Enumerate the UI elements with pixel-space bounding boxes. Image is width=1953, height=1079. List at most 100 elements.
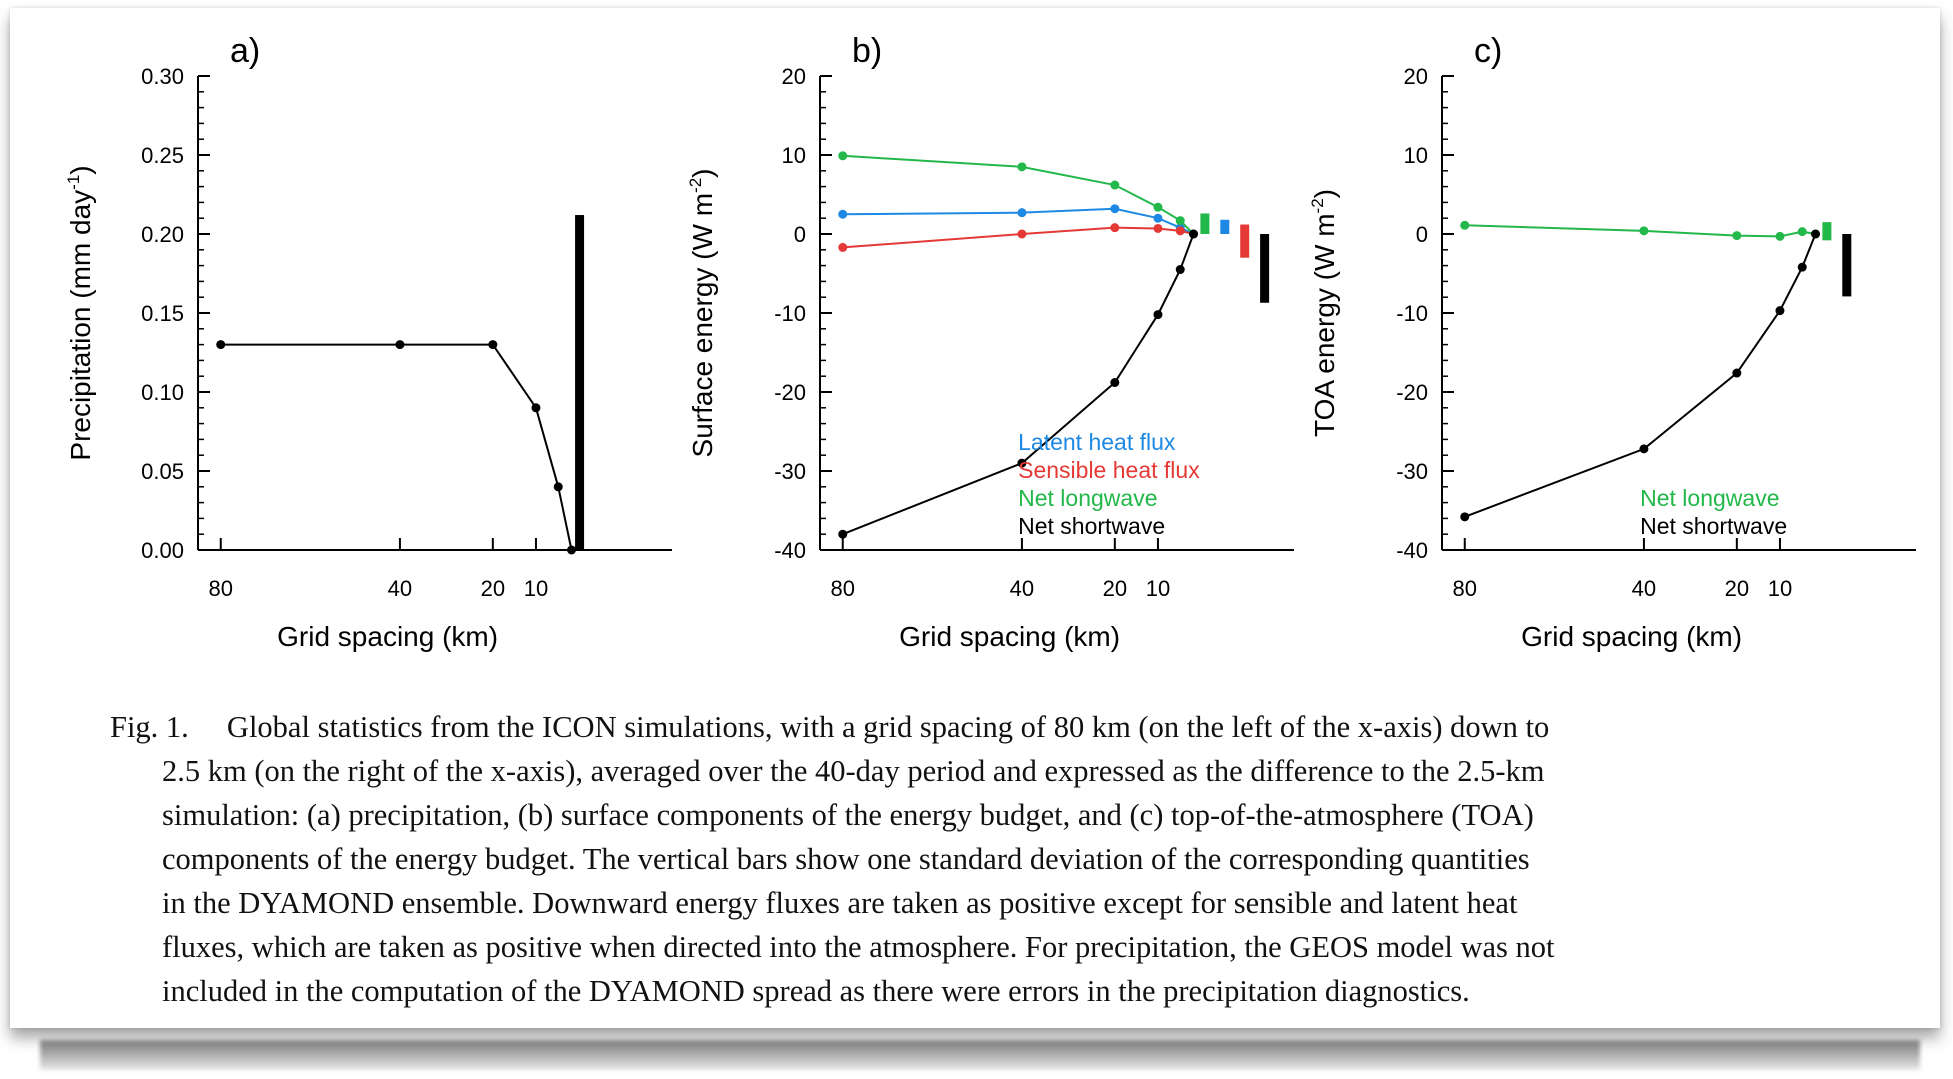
data-point [1153, 223, 1163, 233]
panel-label: b) [852, 32, 882, 70]
panel-1: 0.00 0.05 0.10 0.15 0.20 0.25 0.30 80 40 20 10 Grid… [64, 32, 672, 652]
data-point [838, 529, 848, 539]
legend-entry: Net longwave [1018, 485, 1157, 511]
y-tick-label: 10 [1404, 143, 1428, 168]
x-tick-label: 20 [1103, 576, 1127, 601]
x-tick-label: 80 [209, 576, 233, 601]
data-point [1017, 208, 1027, 218]
x-axis-title: Grid spacing (km) [277, 621, 498, 652]
x-tick-label: 40 [1010, 576, 1034, 601]
data-point [1797, 227, 1807, 237]
data-point [1797, 262, 1807, 272]
spread-bar [1842, 234, 1852, 297]
y-tick-label: -10 [774, 301, 806, 326]
y-tick-label: -10 [1396, 301, 1428, 326]
data-point [1175, 216, 1185, 226]
y-tick-label: 0.15 [141, 301, 184, 326]
y-tick-label: -40 [774, 538, 806, 563]
y-tick-label: 0.20 [141, 222, 184, 247]
data-point [1153, 213, 1163, 223]
legend-entry: Sensible heat flux [1018, 457, 1200, 483]
y-tick-label: -20 [774, 380, 806, 405]
data-point [1189, 229, 1199, 239]
caption-line: simulation: (a) precipitation, (b) surfa… [162, 798, 1534, 832]
y-tick-label: -30 [1396, 459, 1428, 484]
y-axis-title: TOA energy (W m-2) [1308, 189, 1340, 437]
caption-line: components of the energy budget. The ver… [162, 842, 1530, 876]
caption-line: 2.5 km (on the right of the x-axis), ave… [162, 754, 1545, 788]
data-point [1460, 512, 1470, 522]
data-point [1110, 204, 1120, 214]
series-line-1 [220, 343, 573, 551]
x-tick-label: 20 [1725, 576, 1749, 601]
data-point [838, 151, 848, 161]
figure-caption: Fig. 1. Global statistics from the ICON … [110, 705, 1850, 1013]
torn-paper-edge [40, 1040, 1920, 1070]
y-tick-label: 0.10 [141, 380, 184, 405]
y-tick-label: 0.30 [141, 64, 184, 89]
data-point [1110, 378, 1120, 388]
spread-bar [1260, 234, 1270, 303]
panel-label: a) [230, 32, 260, 70]
data-point [1460, 220, 1470, 230]
legend-entry: Net shortwave [1640, 513, 1787, 539]
data-point [1732, 368, 1742, 378]
panel-3: -40 -30 -20 -10 0 10 20 80 40 20 10 Grid spacing (k… [1308, 32, 1916, 652]
data-point [1639, 444, 1649, 454]
series-line-2 [1464, 233, 1817, 518]
data-point [1775, 306, 1785, 316]
figure-panels: 0.00 0.05 0.10 0.15 0.20 0.25 0.30 80 40 20 10 Grid… [64, 32, 1916, 652]
legend-entry: Net longwave [1640, 485, 1779, 511]
y-axis-title: Precipitation (mm day-1) [64, 165, 96, 460]
y-tick-label: -30 [774, 459, 806, 484]
data-point [1017, 458, 1027, 468]
x-axis-title: Grid spacing (km) [899, 621, 1120, 652]
data-point [395, 340, 405, 350]
data-point [838, 242, 848, 252]
data-point [1017, 162, 1027, 172]
y-tick-label: 0 [1416, 222, 1428, 247]
caption-line: Fig. 1. Global statistics from the ICON … [110, 710, 1550, 744]
data-point [1775, 231, 1785, 241]
data-point [1732, 231, 1742, 241]
y-tick-label: 20 [1404, 64, 1428, 89]
caption-line: in the DYAMOND ensemble. Downward energy… [162, 886, 1518, 920]
data-point [553, 482, 563, 492]
y-tick-label: 0 [794, 222, 806, 247]
spread-bar [1220, 219, 1230, 234]
y-tick-label: 0.25 [141, 143, 184, 168]
panel-2: -40 -30 -20 -10 0 10 20 80 40 20 10 Grid spacing (k… [686, 32, 1294, 652]
legend-entry: Net shortwave [1018, 513, 1165, 539]
x-tick-label: 80 [831, 576, 855, 601]
x-tick-label: 40 [388, 576, 412, 601]
caption-line: fluxes, which are taken as positive when… [162, 930, 1555, 964]
data-point [838, 209, 848, 219]
panel-label: c) [1474, 32, 1502, 70]
data-point [1153, 310, 1163, 320]
spread-bar [1822, 222, 1832, 241]
y-tick-label: -20 [1396, 380, 1428, 405]
data-point [1175, 226, 1185, 236]
x-tick-label: 10 [1146, 576, 1170, 601]
x-axis-title: Grid spacing (km) [1521, 621, 1742, 652]
y-axis-title: Surface energy (W m-2) [686, 169, 718, 458]
paper-page [10, 8, 1940, 1028]
data-point [531, 403, 541, 413]
spread-bar [1200, 213, 1210, 234]
data-point [1110, 180, 1120, 190]
series-line-4 [842, 233, 1195, 536]
data-point [567, 545, 577, 555]
y-tick-label: 0.00 [141, 538, 184, 563]
caption-line: included in the computation of the DYAMO… [162, 974, 1470, 1008]
x-tick-label: 40 [1632, 576, 1656, 601]
y-tick-label: -40 [1396, 538, 1428, 563]
data-point [488, 340, 498, 350]
data-point [1153, 202, 1163, 212]
legend-entry: Latent heat flux [1018, 429, 1176, 455]
data-point [1110, 223, 1120, 233]
data-point [1639, 226, 1649, 236]
data-point [1175, 265, 1185, 275]
spread-bar [575, 215, 585, 551]
data-point [1811, 229, 1821, 239]
data-point [216, 340, 226, 350]
